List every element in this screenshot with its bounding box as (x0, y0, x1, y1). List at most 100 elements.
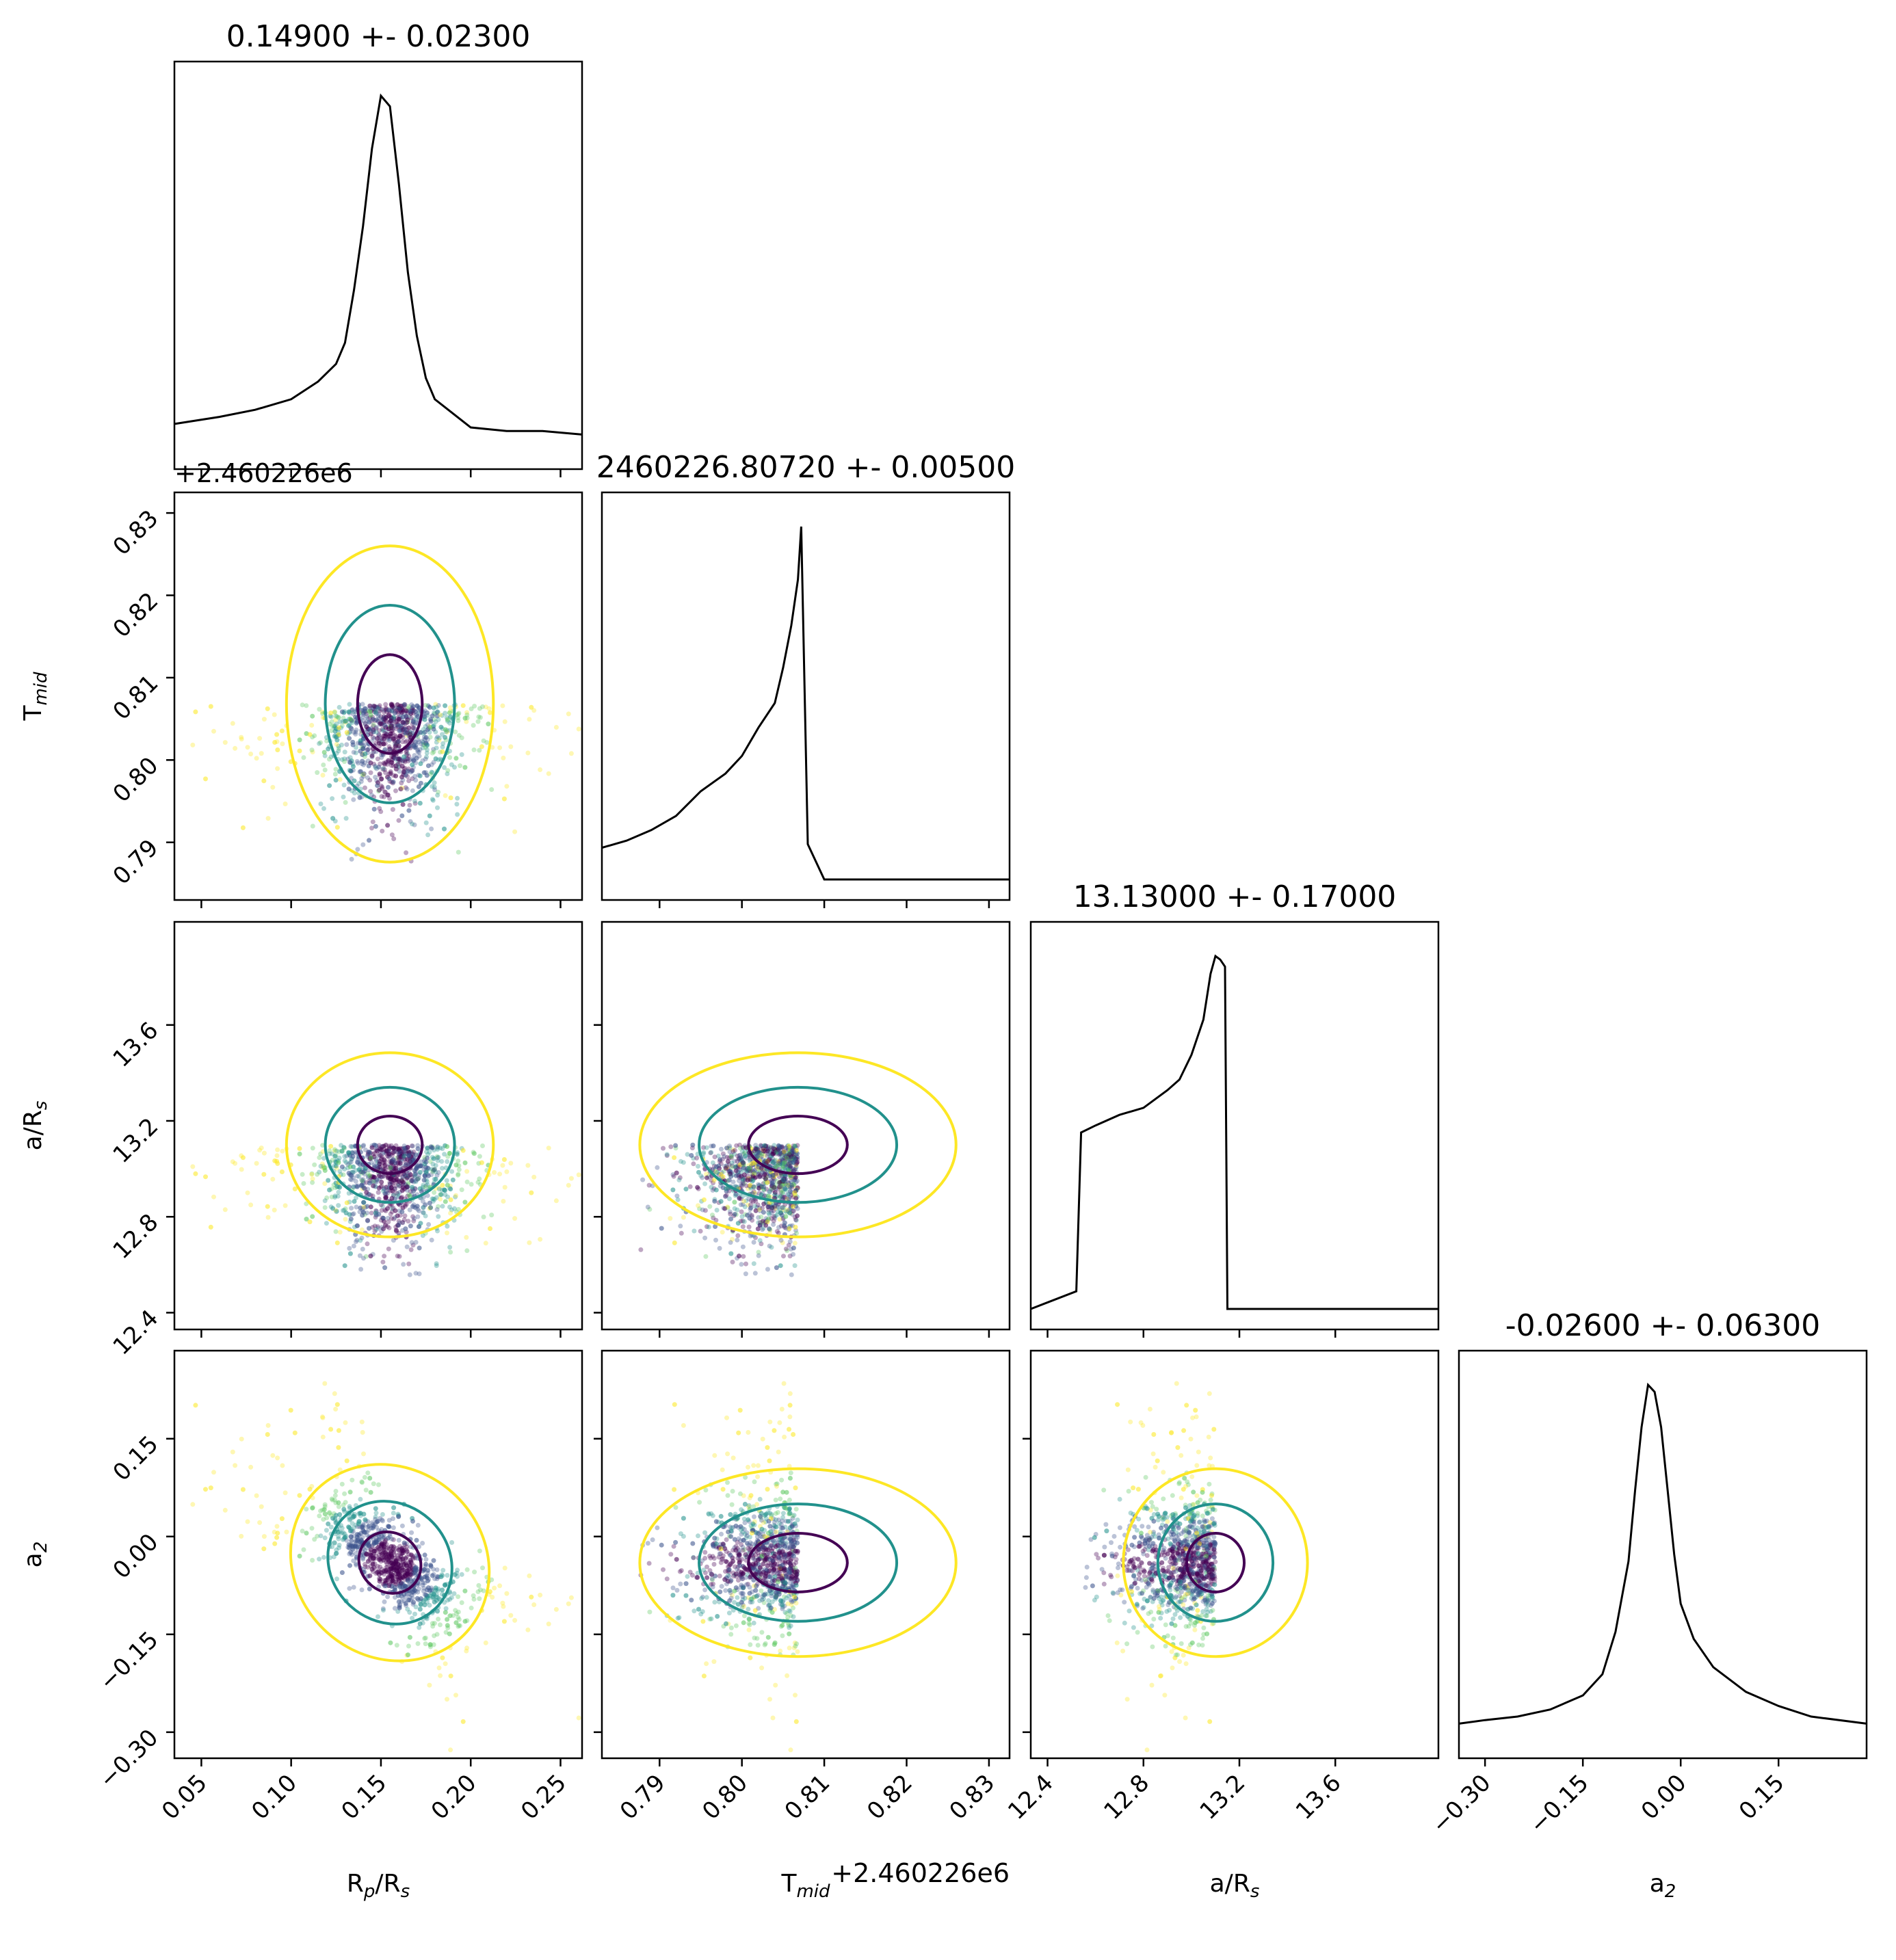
sample-point (361, 1451, 366, 1457)
sample-point (334, 1148, 339, 1154)
sample-point (315, 1533, 320, 1539)
sample-point (417, 1625, 422, 1630)
sample-point (759, 1241, 764, 1247)
sample-point (761, 1174, 766, 1180)
sample-point (399, 780, 404, 786)
sample-point (413, 745, 419, 751)
sample-point (780, 1195, 785, 1200)
sample-point (347, 1505, 352, 1511)
sample-point (784, 1154, 789, 1159)
sample-point (501, 1157, 507, 1162)
sample-point (413, 1271, 419, 1276)
sample-point (789, 1184, 795, 1190)
sample-point (705, 1175, 710, 1180)
sample-point (360, 712, 366, 717)
sample-point (350, 1170, 356, 1175)
sample-point (300, 1528, 305, 1534)
sample-point (239, 737, 244, 742)
sample-point (376, 734, 382, 740)
sample-point (406, 1150, 412, 1155)
sample-point (369, 1174, 374, 1179)
sample-point (769, 1180, 775, 1186)
sample-point (389, 760, 394, 765)
sample-point (793, 1152, 799, 1157)
sample-point (394, 740, 399, 745)
sample-point (794, 1230, 800, 1236)
sample-point (405, 1174, 410, 1179)
sample-point (399, 717, 404, 722)
sample-point (353, 1538, 358, 1544)
sample-point (413, 760, 419, 765)
sample-point (389, 1143, 394, 1148)
sample-point (395, 1213, 400, 1219)
sample-point (350, 742, 356, 747)
sample-point (393, 708, 398, 714)
sample-point (381, 1147, 386, 1152)
sample-point (445, 1182, 450, 1188)
sample-point (404, 1544, 410, 1550)
sample-point (397, 1153, 403, 1158)
sample-point (332, 1163, 337, 1168)
sample-point (392, 1606, 397, 1611)
sample-point (729, 1170, 735, 1175)
sample-point (261, 1171, 267, 1177)
sample-point (378, 809, 384, 815)
sample-point (401, 1187, 407, 1192)
sample-point (748, 1186, 754, 1191)
sample-point (785, 1192, 790, 1197)
sample-point (365, 1546, 370, 1551)
sample-point (791, 1148, 796, 1152)
sample-point (711, 1186, 717, 1191)
sample-point (464, 1645, 470, 1651)
sample-point (703, 1254, 709, 1259)
sample-point (770, 1182, 776, 1187)
sample-point (659, 1226, 664, 1231)
sample-point (720, 1230, 725, 1235)
sample-point (342, 1509, 347, 1514)
sample-point (365, 1204, 370, 1209)
sample-point (348, 1172, 353, 1178)
sample-point (448, 1747, 453, 1753)
sample-point (410, 1243, 416, 1248)
sample-point (379, 755, 384, 760)
sample-point (772, 1215, 778, 1221)
sample-point (336, 730, 341, 735)
sample-point (497, 1171, 503, 1177)
sample-point (397, 1202, 403, 1208)
sample-point (700, 1175, 705, 1180)
sample-point (367, 727, 372, 732)
sample-point (718, 1161, 724, 1166)
sample-point (477, 715, 483, 720)
sample-point (351, 711, 356, 717)
sample-point (741, 1172, 747, 1178)
sample-point (738, 1155, 743, 1161)
sample-point (362, 1553, 367, 1559)
sample-point (261, 1150, 267, 1156)
sample-point (389, 1195, 395, 1201)
sample-point (780, 1178, 785, 1184)
sample-point (440, 741, 446, 746)
sample-point (365, 729, 370, 734)
sample-point (336, 1504, 341, 1509)
sample-point (793, 1151, 798, 1156)
sample-point (765, 1159, 770, 1164)
sample-point (380, 1167, 386, 1172)
sample-point (726, 1189, 732, 1194)
sample-point (389, 1167, 395, 1173)
sample-point (337, 1230, 343, 1235)
sample-point (355, 1156, 360, 1162)
sample-point (432, 1621, 437, 1626)
sample-point (769, 1187, 774, 1192)
sample-point (414, 703, 420, 708)
sample-point (377, 1152, 382, 1158)
sample-point (389, 1175, 394, 1180)
sample-point (795, 1178, 800, 1184)
sample-point (546, 1621, 551, 1627)
sample-point (358, 1169, 363, 1174)
sample-point (396, 818, 401, 823)
sample-point (398, 1159, 404, 1165)
sample-point (377, 1176, 382, 1182)
sample-point (329, 719, 334, 724)
sample-point (324, 1221, 329, 1226)
sample-point (781, 1160, 787, 1165)
